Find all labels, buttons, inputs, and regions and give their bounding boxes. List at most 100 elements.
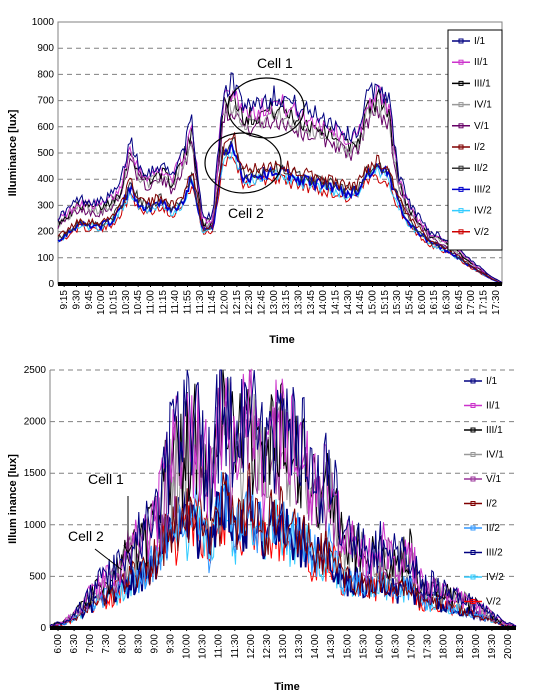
x-tick-label: 7:00 bbox=[85, 634, 96, 654]
x-tick-label: 19:00 bbox=[471, 634, 482, 659]
legend-label: II/2 bbox=[486, 523, 500, 534]
x-tick-label: 17:30 bbox=[423, 634, 434, 659]
x-tick-label: 17:00 bbox=[466, 290, 477, 315]
legend-label: V/2 bbox=[474, 227, 489, 238]
legend-label: IV/1 bbox=[486, 450, 504, 461]
x-tick-label: 10:45 bbox=[133, 290, 144, 315]
x-tick-label: 11:00 bbox=[214, 634, 225, 659]
x-tick-label: 10:00 bbox=[182, 634, 193, 659]
series-line-IV-2 bbox=[49, 483, 517, 628]
legend-marker bbox=[470, 501, 476, 506]
x-tick-label: 15:45 bbox=[405, 290, 416, 315]
x-tick-label: 20:00 bbox=[503, 634, 514, 659]
y-tick-label: 700 bbox=[37, 96, 54, 107]
y-tick-label: 900 bbox=[37, 43, 54, 54]
legend-marker bbox=[458, 59, 464, 65]
x-tick-label: 13:45 bbox=[306, 290, 317, 315]
y-axis-title: Illum inance [lux] bbox=[7, 454, 19, 544]
legend-label: V/1 bbox=[474, 121, 489, 132]
legend-marker bbox=[470, 427, 476, 433]
legend-label: I/1 bbox=[474, 36, 486, 47]
x-tick-label: 10:30 bbox=[198, 634, 209, 659]
legend-label: II/1 bbox=[474, 57, 488, 68]
x-tick-label: 16:45 bbox=[454, 290, 465, 315]
y-axis-title: Illuminance [lux] bbox=[7, 109, 19, 196]
x-tick-label: 15:15 bbox=[380, 290, 391, 315]
series-line-I-2 bbox=[57, 132, 503, 284]
x-tick-label: 15:30 bbox=[358, 634, 369, 659]
x-tick-label: 10:30 bbox=[121, 290, 132, 315]
x-tick-label: 6:30 bbox=[69, 634, 80, 654]
x-tick-label: 11:15 bbox=[158, 290, 169, 315]
legend-marker bbox=[470, 599, 476, 604]
y-tick-label: 200 bbox=[37, 227, 54, 238]
x-tick-label: 18:30 bbox=[455, 634, 466, 659]
x-tick-label: 14:30 bbox=[326, 634, 337, 659]
y-tick-label: 1500 bbox=[24, 468, 47, 479]
x-tick-label: 11:55 bbox=[183, 290, 194, 315]
x-tick-label: 11:30 bbox=[195, 290, 206, 315]
x-tick-label: 12:45 bbox=[257, 290, 268, 315]
legend-label: IV/1 bbox=[474, 100, 492, 111]
legend-marker bbox=[458, 80, 464, 86]
y-tick-label: 400 bbox=[37, 174, 54, 185]
x-tick-label: 16:30 bbox=[442, 290, 453, 315]
x-tick-label: 14:00 bbox=[310, 634, 321, 659]
legend-label: I/2 bbox=[486, 499, 498, 510]
cell1-label: Cell 1 bbox=[88, 471, 124, 487]
legend-label: V/2 bbox=[486, 597, 501, 608]
legend-marker bbox=[470, 550, 476, 555]
legend-label: III/1 bbox=[486, 425, 503, 436]
cell2-ellipse bbox=[204, 132, 282, 194]
x-tick-label: 9:00 bbox=[149, 634, 160, 654]
x-tick-label: 11:40 bbox=[170, 290, 181, 315]
legend-marker bbox=[470, 525, 476, 531]
legend-marker bbox=[470, 476, 476, 482]
y-tick-label: 2000 bbox=[24, 417, 47, 428]
x-tick-label: 9:45 bbox=[84, 290, 95, 310]
x-tick-label: 13:30 bbox=[294, 634, 305, 659]
x-tick-label: 17:30 bbox=[491, 290, 502, 315]
legend-marker bbox=[470, 378, 476, 384]
y-tick-label: 1000 bbox=[24, 520, 47, 531]
x-tick-label: 13:15 bbox=[281, 290, 292, 315]
x-tick-label: 16:30 bbox=[390, 634, 401, 659]
legend-marker bbox=[458, 186, 464, 192]
legend-marker bbox=[458, 38, 464, 44]
x-tick-label: 12:30 bbox=[262, 634, 273, 659]
x-tick-label: 13:00 bbox=[269, 290, 280, 315]
x-tick-label: 12:00 bbox=[246, 634, 257, 659]
x-tick-label: 13:00 bbox=[278, 634, 289, 659]
x-tick-label: 12:00 bbox=[220, 290, 231, 315]
legend-label: V/1 bbox=[486, 474, 501, 485]
y-tick-label: 0 bbox=[40, 623, 46, 634]
y-tick-label: 1000 bbox=[32, 17, 55, 28]
y-tick-label: 500 bbox=[29, 571, 46, 582]
x-tick-label: 12:15 bbox=[232, 290, 243, 315]
series-line-I-2 bbox=[49, 462, 517, 628]
legend-marker bbox=[458, 165, 464, 171]
legend-box bbox=[447, 29, 503, 251]
x-tick-label: 10:00 bbox=[96, 290, 107, 315]
x-tick-label: 17:15 bbox=[479, 290, 490, 315]
legend-marker bbox=[470, 403, 476, 408]
legend-marker bbox=[470, 574, 476, 580]
x-tick-label: 9:30 bbox=[166, 634, 177, 654]
x-tick-label: 15:30 bbox=[392, 290, 403, 315]
y-tick-label: 2500 bbox=[24, 365, 47, 376]
y-tick-label: 600 bbox=[37, 122, 54, 133]
x-tick-label: 9:30 bbox=[72, 290, 83, 310]
legend-marker bbox=[458, 123, 464, 129]
legend-marker bbox=[458, 102, 464, 108]
legend-label: I/1 bbox=[486, 376, 498, 387]
x-tick-label: 9:15 bbox=[59, 290, 70, 310]
legend-label: III/1 bbox=[474, 78, 491, 89]
legend-label: IV/2 bbox=[474, 206, 492, 217]
chart-bottom: 0 500 1000 1500 2000 2500 6:00 6:30 7:00 7:30 8:0… bbox=[7, 365, 517, 693]
x-tick-label: 15:00 bbox=[368, 290, 379, 315]
x-axis-title: Time bbox=[269, 334, 294, 346]
x-tick-label: 19:30 bbox=[487, 634, 498, 659]
legend-marker bbox=[458, 208, 464, 214]
legend-label: III/2 bbox=[474, 184, 491, 195]
legend-marker bbox=[458, 144, 464, 150]
